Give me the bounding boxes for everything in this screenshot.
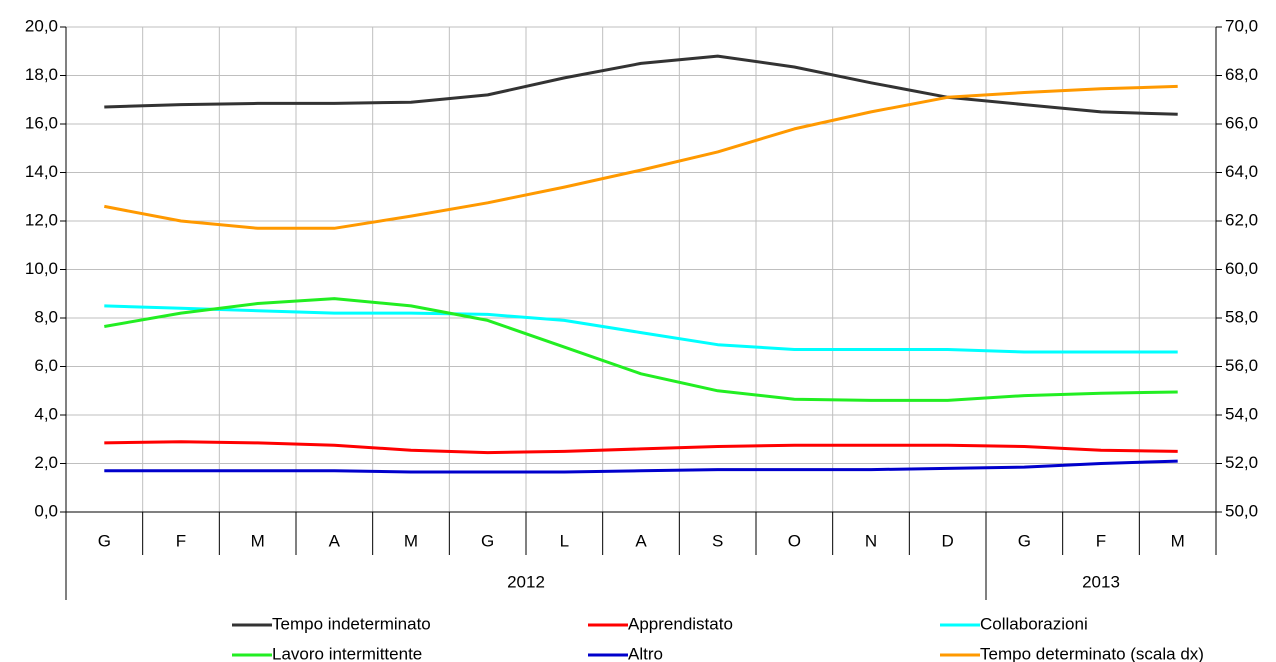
- x-tick-label: M: [404, 531, 418, 550]
- y2-tick-label: 70,0: [1225, 16, 1258, 35]
- legend-label: Lavoro intermittente: [272, 644, 422, 662]
- y-tick-label: 12,0: [25, 210, 58, 229]
- y-tick-label: 6,0: [34, 356, 58, 375]
- x-tick-label: M: [1171, 531, 1185, 550]
- series-line: [104, 84, 1178, 230]
- series-line: [104, 54, 1178, 116]
- series-line: [104, 459, 1178, 474]
- x-tick-label: N: [865, 531, 877, 550]
- y-tick-label: 0,0: [34, 501, 58, 520]
- legend-label: Collaborazioni: [980, 614, 1088, 633]
- x-tick-label: M: [251, 531, 265, 550]
- y2-tick-label: 62,0: [1225, 210, 1258, 229]
- y-tick-label: 2,0: [34, 453, 58, 472]
- y2-tick-label: 64,0: [1225, 162, 1258, 181]
- x-tick-label: O: [788, 531, 801, 550]
- y-tick-label: 8,0: [34, 307, 58, 326]
- legend-label: Altro: [628, 644, 663, 662]
- y2-tick-label: 66,0: [1225, 113, 1258, 132]
- y-tick-label: 10,0: [25, 259, 58, 278]
- y2-tick-label: 60,0: [1225, 259, 1258, 278]
- series-line: [104, 440, 1178, 455]
- y2-tick-label: 54,0: [1225, 404, 1258, 423]
- legend-label: Tempo determinato (scala dx): [980, 644, 1204, 662]
- x-tick-label: G: [481, 531, 494, 550]
- legend-label: Apprendistato: [628, 614, 733, 633]
- x-tick-label: G: [1018, 531, 1031, 550]
- x-tick-label: F: [176, 531, 186, 550]
- series-line: [104, 304, 1178, 354]
- y-tick-label: 16,0: [25, 113, 58, 132]
- x-tick-label: A: [635, 531, 647, 550]
- group-label: 2012: [507, 572, 545, 591]
- group-label: 2013: [1082, 572, 1120, 591]
- x-tick-label: A: [329, 531, 341, 550]
- y2-tick-label: 58,0: [1225, 307, 1258, 326]
- y-tick-label: 14,0: [25, 162, 58, 181]
- y2-tick-label: 50,0: [1225, 501, 1258, 520]
- y2-tick-label: 52,0: [1225, 453, 1258, 472]
- x-tick-label: D: [942, 531, 954, 550]
- y-tick-label: 4,0: [34, 404, 58, 423]
- y-tick-label: 18,0: [25, 65, 58, 84]
- series-line: [104, 297, 1178, 402]
- y2-tick-label: 56,0: [1225, 356, 1258, 375]
- x-tick-label: F: [1096, 531, 1106, 550]
- y-tick-label: 20,0: [25, 16, 58, 35]
- x-tick-label: S: [712, 531, 723, 550]
- legend-label: Tempo indeterminato: [272, 614, 431, 633]
- x-tick-label: L: [560, 531, 569, 550]
- y2-tick-label: 68,0: [1225, 65, 1258, 84]
- x-tick-label: G: [98, 531, 111, 550]
